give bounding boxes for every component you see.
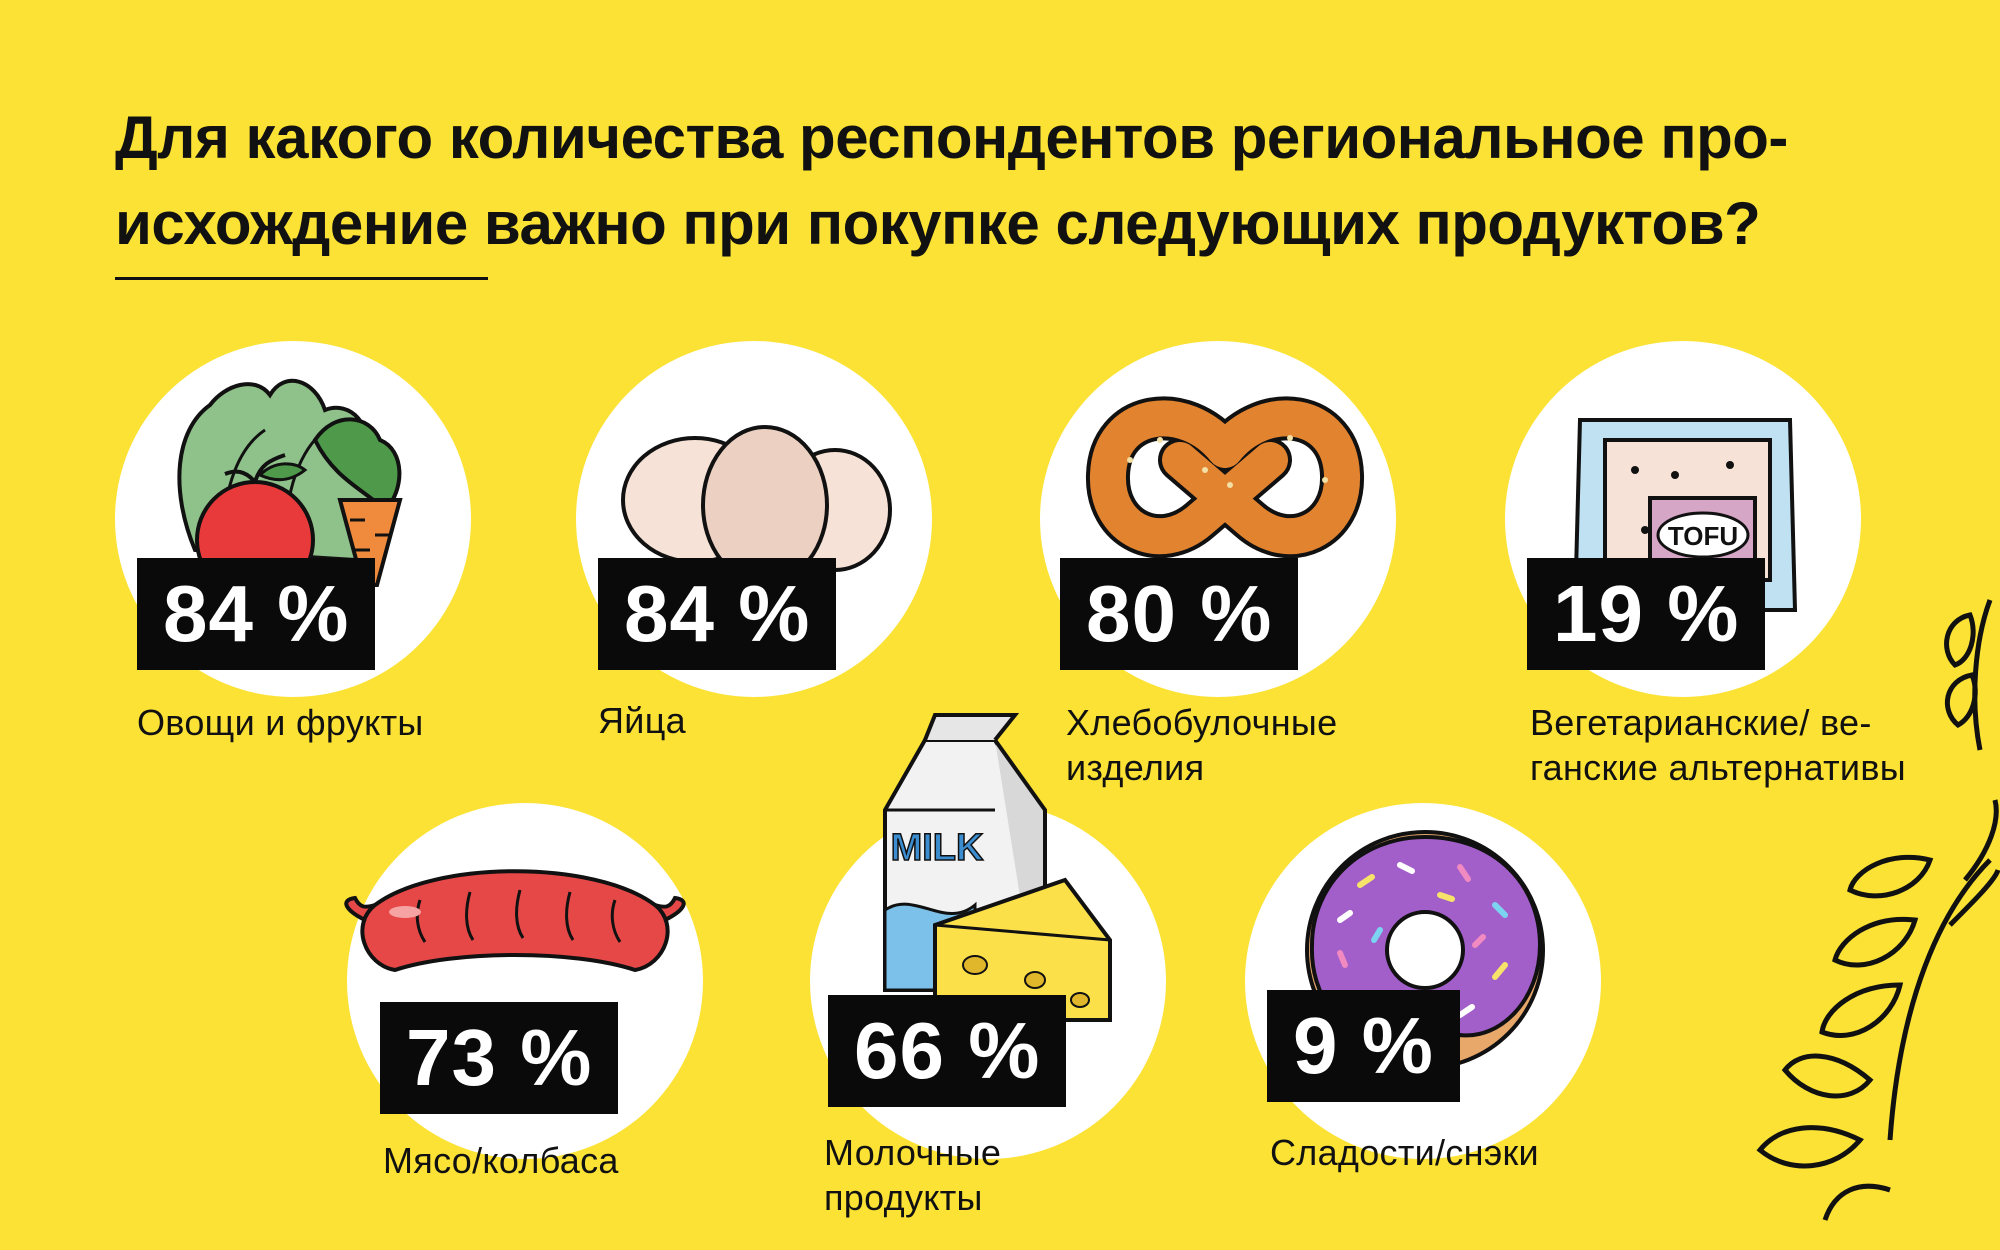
value-label: 84 % [137,558,376,670]
category-label: Хлебобулочные изделия [1066,702,1338,788]
category-label: Овощи и фрукты [137,702,424,743]
value-label: 80 % [1060,558,1299,670]
wheat-decoration-icon [1756,599,2000,1221]
value-label: 19 % [1527,558,1766,670]
chart-title-line-1: Для какого количества респондентов регио… [115,104,1788,171]
chart-title: Для какого количества респондентов регио… [115,95,1915,267]
category-label: Сладости/снэки [1270,1132,1539,1173]
value-label: 9 % [1267,990,1460,1102]
milk-label: MILK [891,827,984,869]
milk-cheese-icon: MILK [883,713,1112,1022]
category-label: Яйца [598,700,686,741]
tofu-label: TOFU [1668,521,1738,551]
value-label: 84 % [598,558,837,670]
category-label: Вегетарианские/ ве- ганские альтернативы [1530,702,1906,788]
pretzel-icon [1086,396,1364,559]
category-label: Молочные продукты [824,1132,1002,1218]
category-label: Мясо/колбаса [383,1140,619,1181]
chart-title-line-2: исхождение важно при покупке следующих п… [115,190,1761,257]
value-label: 73 % [380,1002,619,1114]
eggs-icon [621,425,892,585]
value-label: 66 % [828,995,1067,1107]
sausage-icon [344,869,686,973]
vegetables-icon [177,378,403,600]
title-underline [115,277,488,280]
